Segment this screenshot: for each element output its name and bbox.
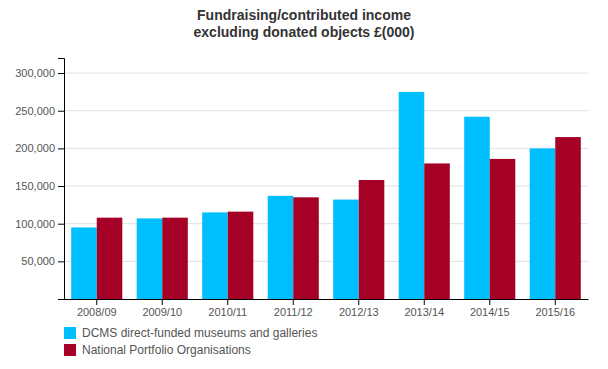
tick-mark <box>58 224 64 225</box>
tick-label: 2012/13 <box>339 306 379 318</box>
tick-label: 250,000 <box>15 105 55 117</box>
bar <box>555 137 581 299</box>
tick: 250,000 <box>15 105 64 117</box>
axis-line <box>58 59 65 300</box>
bar <box>228 212 254 299</box>
tick-label: 50,000 <box>21 255 55 267</box>
bar-series <box>97 137 581 299</box>
tick-mark <box>358 299 359 305</box>
bar <box>464 117 490 299</box>
tick-label: 2011/12 <box>274 306 313 318</box>
tick-label: 2013/14 <box>404 306 444 318</box>
title-line: Fundraising/contributed income <box>197 7 411 23</box>
bar <box>399 92 425 299</box>
legend-label: National Portfolio Organisations <box>82 343 251 357</box>
tick-label: 200,000 <box>15 142 55 154</box>
bar <box>268 196 294 299</box>
grid-line <box>64 148 588 149</box>
tick: 2014/15 <box>470 299 510 318</box>
tick-mark <box>162 299 163 305</box>
legend-item: DCMS direct-funded museums and galleries <box>64 326 317 340</box>
tick-mark <box>58 186 64 187</box>
axis-line <box>65 299 589 300</box>
tick-mark <box>555 299 556 305</box>
legend-label: DCMS direct-funded museums and galleries <box>82 326 317 340</box>
bar <box>359 180 385 299</box>
bar-series <box>71 92 555 299</box>
tick: 100,000 <box>15 218 64 230</box>
tick: 2011/12 <box>274 299 313 318</box>
tick: 50,000 <box>21 255 64 267</box>
legend-swatch <box>64 327 76 339</box>
legend-item: National Portfolio Organisations <box>64 343 251 357</box>
bar <box>490 159 516 299</box>
tick-label: 100,000 <box>15 218 55 230</box>
tick: 150,000 <box>15 180 64 192</box>
bars <box>71 92 581 299</box>
tick: 300,000 <box>15 67 64 79</box>
bar <box>293 197 319 299</box>
bar <box>162 218 188 299</box>
chart: Fundraising/contributed incomeexcluding … <box>0 0 608 369</box>
tick-mark <box>58 261 64 262</box>
tick: 2012/13 <box>339 299 379 318</box>
y-axis: 50,000 100,000 150,000 200,000 250,000 300,00… <box>15 59 64 300</box>
tick-label: 2009/10 <box>142 306 182 318</box>
tick-mark <box>58 73 64 74</box>
tick: 2013/14 <box>404 299 444 318</box>
tick-label: 2008/09 <box>77 306 117 318</box>
grid-line <box>64 110 588 111</box>
tick-label: 2015/16 <box>535 306 575 318</box>
tick-mark <box>293 299 294 305</box>
bar <box>530 148 556 299</box>
tick: 200,000 <box>15 142 64 154</box>
plot: 2008/09 2009/10 2010/11 2011/12 2012/13 2013/… <box>15 59 588 318</box>
tick-mark <box>58 148 64 149</box>
tick: 2015/16 <box>535 299 575 318</box>
bar <box>424 163 450 299</box>
tick-mark <box>227 299 228 305</box>
tick-label: 2014/15 <box>470 306 510 318</box>
title: Fundraising/contributed incomeexcluding … <box>194 7 415 40</box>
tick-label: 300,000 <box>15 67 55 79</box>
bar <box>137 218 163 299</box>
tick: 2009/10 <box>142 299 182 318</box>
tick-mark <box>96 299 97 305</box>
tick-label: 150,000 <box>15 180 55 192</box>
tick-mark <box>58 111 64 112</box>
bar <box>333 200 359 299</box>
grid-line <box>64 73 588 74</box>
bar <box>97 218 123 299</box>
tick-label: 2010/11 <box>208 306 247 318</box>
bar <box>71 227 97 299</box>
title-line: excluding donated objects £(000) <box>194 24 415 40</box>
legend: DCMS direct-funded museums and galleries… <box>64 326 317 357</box>
tick-mark <box>424 299 425 305</box>
bar <box>202 212 228 299</box>
tick: 2010/11 <box>208 299 247 318</box>
tick-mark <box>489 299 490 305</box>
tick: 2008/09 <box>77 299 117 318</box>
x-axis: 2008/09 2009/10 2010/11 2011/12 2012/13 2013/… <box>65 299 589 318</box>
legend-swatch <box>64 344 76 356</box>
